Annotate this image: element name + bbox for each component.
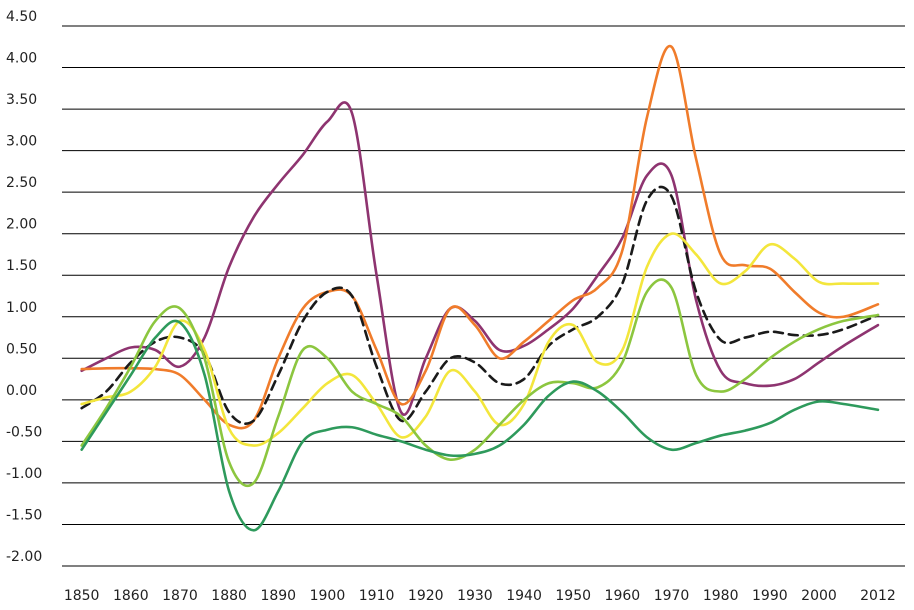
y-tick-label: 2.50	[6, 175, 37, 191]
x-tick-label: 1930	[457, 588, 493, 604]
y-tick-label: -1.50	[6, 507, 42, 523]
series-line	[80, 44, 880, 430]
x-tick-label: 1990	[752, 588, 788, 604]
y-tick-label: 1.50	[6, 258, 37, 274]
y-tick-label: -2.00	[6, 549, 42, 565]
y-tick-label: 4.00	[6, 51, 37, 67]
x-tick-label: 1870	[162, 588, 198, 604]
series-line	[80, 319, 880, 532]
y-tick-label: -1.00	[6, 466, 42, 482]
x-tick-label: 1980	[703, 588, 739, 604]
y-tick-label: 0.00	[6, 383, 37, 399]
y-tick-label: 3.50	[6, 92, 37, 108]
x-tick-label: 1880	[211, 588, 247, 604]
series-line	[80, 185, 880, 425]
x-tick-label: 1920	[408, 588, 444, 604]
y-tick-label: 0.50	[6, 341, 37, 357]
x-tick-label: 1970	[654, 588, 690, 604]
x-tick-label: 2012	[860, 588, 896, 604]
y-tick-label: 4.50	[6, 9, 37, 25]
x-tick-label: 1900	[310, 588, 346, 604]
y-tick-label: -0.50	[6, 424, 42, 440]
series-line	[80, 232, 880, 447]
x-tick-label: 1960	[605, 588, 641, 604]
series-line	[80, 278, 880, 488]
x-tick-label: 1950	[555, 588, 591, 604]
x-tick-label: 1850	[64, 588, 100, 604]
x-tick-label: 1940	[506, 588, 542, 604]
y-tick-label: 3.00	[6, 134, 37, 150]
y-tick-label: 2.00	[6, 217, 37, 233]
x-tick-label: 1890	[260, 588, 296, 604]
y-tick-label: 1.00	[6, 300, 37, 316]
series-line	[80, 101, 880, 416]
x-tick-label: 2000	[801, 588, 837, 604]
x-tick-label: 1910	[359, 588, 395, 604]
x-tick-label: 1860	[113, 588, 149, 604]
